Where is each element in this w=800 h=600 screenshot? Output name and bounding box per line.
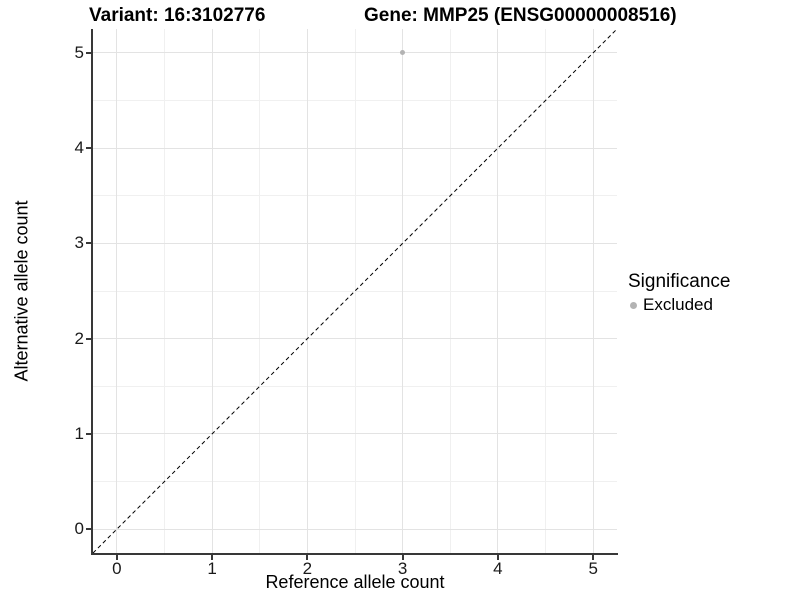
y-tick-mark	[86, 528, 91, 531]
plot-panel	[92, 28, 618, 554]
minor-gridline-h	[93, 481, 617, 483]
x-tick-mark	[211, 555, 214, 560]
y-tick-label: 1	[74, 423, 84, 443]
x-axis-line	[91, 553, 618, 555]
y-axis-tick-labels: 0 1 2 3 4 5	[38, 29, 84, 553]
y-tick-label: 0	[74, 519, 84, 539]
y-axis-tick-marks	[86, 29, 91, 553]
legend-point-icon	[630, 301, 637, 309]
x-tick-mark	[115, 555, 118, 560]
identity-dashed-line	[92, 28, 618, 554]
y-tick-mark	[86, 51, 91, 54]
plot-title-gene: Gene: MMP25 (ENSG00000008516)	[364, 5, 677, 26]
minor-gridline-h	[93, 99, 617, 101]
x-axis-tick-labels: 0 1 2 3 4 5	[93, 559, 617, 579]
x-axis-title: Reference allele count	[265, 572, 445, 592]
plot-title-variant: Variant: 16:3102776	[89, 5, 266, 26]
y-axis-title: Alternative allele count	[11, 200, 32, 382]
x-tick-label: 1	[207, 559, 217, 578]
major-gridline-h	[93, 528, 617, 530]
legend-item-label: Excluded	[643, 295, 713, 314]
y-tick-mark	[86, 147, 91, 150]
x-tick-mark	[496, 555, 499, 560]
major-gridline-v	[306, 29, 308, 553]
y-tick-label: 2	[74, 328, 84, 348]
x-tick-label: 0	[112, 559, 122, 578]
minor-gridline-h	[93, 290, 617, 292]
minor-gridline-h	[93, 195, 617, 197]
y-tick-label: 4	[74, 138, 84, 158]
major-gridline-h	[93, 52, 617, 54]
y-tick-mark	[86, 242, 91, 245]
minor-gridline-h	[93, 385, 617, 387]
major-gridline-h	[93, 147, 617, 149]
y-axis-line	[91, 29, 93, 555]
major-gridline-v	[211, 29, 213, 553]
legend: Significance Excluded	[628, 271, 730, 315]
major-gridline-h	[93, 433, 617, 435]
legend-item-excluded: Excluded	[628, 295, 730, 315]
legend-title: Significance	[628, 271, 731, 292]
x-tick-label: 4	[493, 559, 503, 578]
y-tick-mark	[86, 337, 91, 340]
x-tick-label: 2	[302, 559, 313, 578]
major-gridline-h	[93, 338, 617, 340]
data-point	[400, 50, 406, 56]
major-gridline-v	[116, 29, 118, 553]
major-gridline-v	[592, 29, 594, 553]
x-tick-mark	[401, 555, 404, 560]
identity-line-layer	[92, 28, 618, 554]
x-tick-label: 5	[588, 559, 598, 578]
major-gridline-v	[402, 29, 404, 553]
y-tick-label: 5	[74, 42, 84, 62]
major-gridline-v	[497, 29, 499, 553]
x-axis-tick-marks	[93, 555, 617, 560]
x-tick-mark	[306, 555, 309, 560]
y-tick-label: 3	[74, 233, 84, 253]
major-gridline-h	[93, 242, 617, 244]
x-tick-mark	[592, 555, 595, 560]
x-tick-label: 3	[397, 559, 408, 578]
y-tick-mark	[86, 432, 91, 435]
